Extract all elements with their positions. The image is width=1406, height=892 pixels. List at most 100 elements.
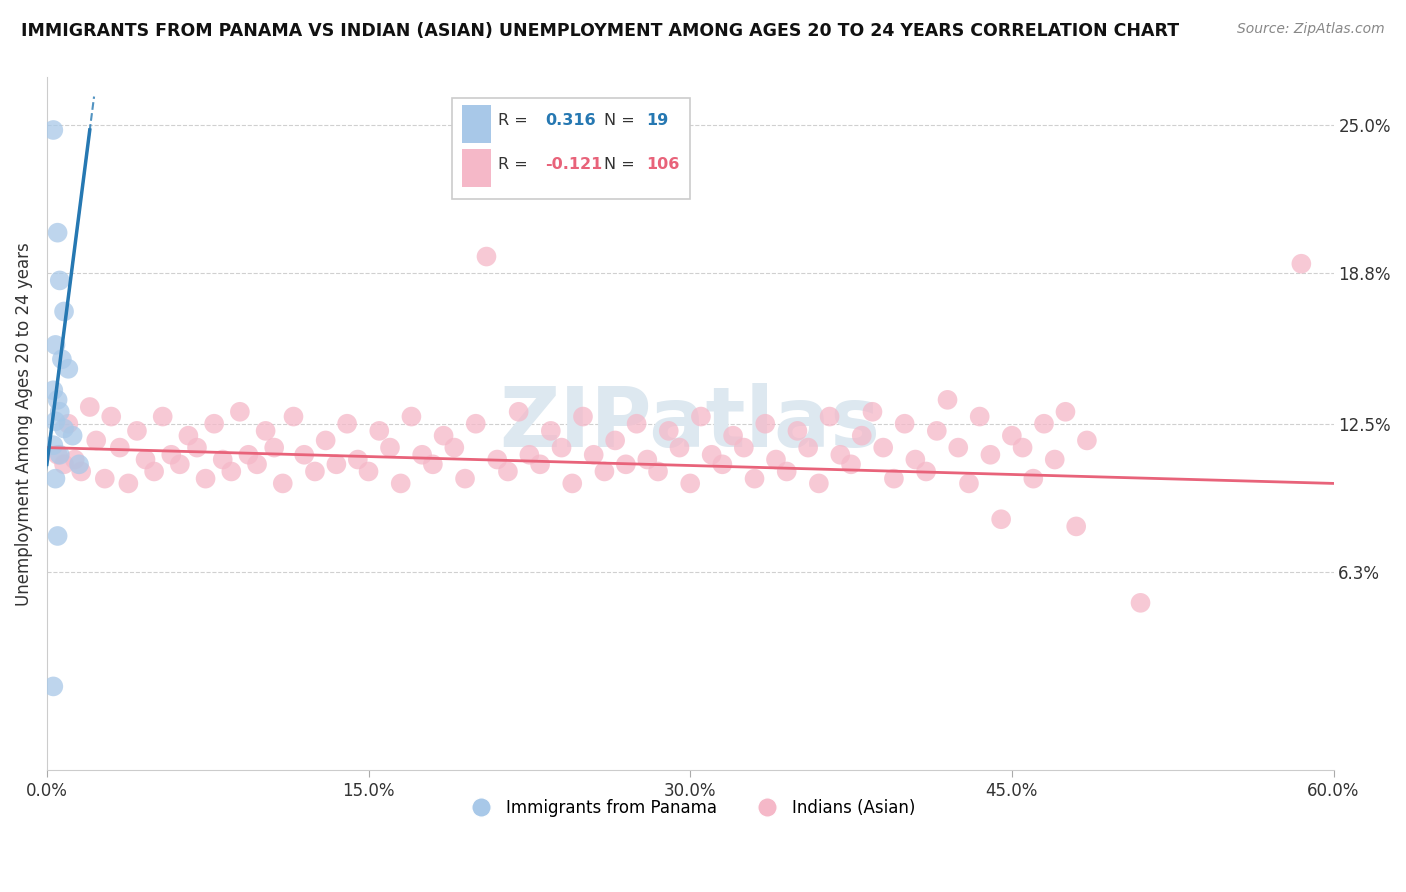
Point xyxy=(125,424,148,438)
Point xyxy=(401,409,423,424)
Point xyxy=(44,414,66,428)
Point xyxy=(1129,596,1152,610)
Point xyxy=(561,476,583,491)
Point xyxy=(304,465,326,479)
Point xyxy=(63,452,86,467)
Point xyxy=(378,441,401,455)
Point xyxy=(786,424,808,438)
Point xyxy=(519,448,541,462)
Point xyxy=(44,338,66,352)
Point xyxy=(100,409,122,424)
Point xyxy=(839,458,862,472)
Point xyxy=(143,465,166,479)
Point xyxy=(721,428,744,442)
Point xyxy=(797,441,820,455)
Point xyxy=(46,226,69,240)
Point xyxy=(925,424,948,438)
Point xyxy=(79,400,101,414)
Point xyxy=(733,441,755,455)
Point xyxy=(315,434,337,448)
FancyBboxPatch shape xyxy=(453,98,690,199)
Point xyxy=(614,458,637,472)
Point xyxy=(572,409,595,424)
Point xyxy=(679,476,702,491)
Point xyxy=(368,424,391,438)
Point xyxy=(246,458,269,472)
Text: ZIPatlas: ZIPatlas xyxy=(499,384,880,464)
Text: Source: ZipAtlas.com: Source: ZipAtlas.com xyxy=(1237,22,1385,37)
Point xyxy=(108,441,131,455)
Point xyxy=(1076,434,1098,448)
Point xyxy=(529,458,551,472)
Point xyxy=(690,409,713,424)
Point xyxy=(42,438,65,452)
Text: R =: R = xyxy=(499,156,533,171)
Point xyxy=(389,476,412,491)
Text: 19: 19 xyxy=(647,113,669,128)
Point xyxy=(593,465,616,479)
Point xyxy=(46,392,69,407)
Point xyxy=(51,352,73,367)
Point xyxy=(862,405,884,419)
Point xyxy=(1033,417,1056,431)
Point xyxy=(582,448,605,462)
Point xyxy=(211,452,233,467)
Point xyxy=(744,472,766,486)
Text: N =: N = xyxy=(605,156,640,171)
Point xyxy=(84,434,107,448)
Point xyxy=(135,452,157,467)
Point xyxy=(229,405,252,419)
Point xyxy=(70,465,93,479)
Point xyxy=(990,512,1012,526)
Y-axis label: Unemployment Among Ages 20 to 24 years: Unemployment Among Ages 20 to 24 years xyxy=(15,242,32,606)
Point xyxy=(177,428,200,442)
Point xyxy=(283,409,305,424)
Point xyxy=(325,458,347,472)
Point xyxy=(186,441,208,455)
FancyBboxPatch shape xyxy=(463,149,491,186)
Point xyxy=(1291,257,1313,271)
Point xyxy=(411,448,433,462)
Point xyxy=(830,448,852,462)
Point xyxy=(872,441,894,455)
Point xyxy=(49,405,72,419)
Text: N =: N = xyxy=(605,113,640,128)
Point xyxy=(904,452,927,467)
Point xyxy=(1001,428,1024,442)
Text: R =: R = xyxy=(499,113,533,128)
Point xyxy=(893,417,915,431)
Point xyxy=(160,448,183,462)
Point xyxy=(53,304,76,318)
Point xyxy=(1064,519,1087,533)
Point xyxy=(626,417,648,431)
Point xyxy=(700,448,723,462)
Point xyxy=(169,458,191,472)
Point xyxy=(221,465,243,479)
Point xyxy=(658,424,681,438)
Point xyxy=(636,452,658,467)
Point xyxy=(443,441,465,455)
Point xyxy=(346,452,368,467)
Text: -0.121: -0.121 xyxy=(544,156,602,171)
Point xyxy=(238,448,260,462)
Point xyxy=(807,476,830,491)
FancyBboxPatch shape xyxy=(463,105,491,144)
Point xyxy=(194,472,217,486)
Point xyxy=(668,441,690,455)
Point xyxy=(422,458,444,472)
Point xyxy=(42,384,65,398)
Point xyxy=(1022,472,1045,486)
Point xyxy=(765,452,787,467)
Legend: Immigrants from Panama, Indians (Asian): Immigrants from Panama, Indians (Asian) xyxy=(458,793,922,824)
Point xyxy=(647,465,669,479)
Point xyxy=(254,424,277,438)
Point xyxy=(754,417,776,431)
Text: 0.316: 0.316 xyxy=(544,113,595,128)
Point xyxy=(957,476,980,491)
Point xyxy=(496,465,519,479)
Point xyxy=(1011,441,1033,455)
Point xyxy=(454,472,477,486)
Point xyxy=(818,409,841,424)
Point xyxy=(53,458,76,472)
Point xyxy=(969,409,991,424)
